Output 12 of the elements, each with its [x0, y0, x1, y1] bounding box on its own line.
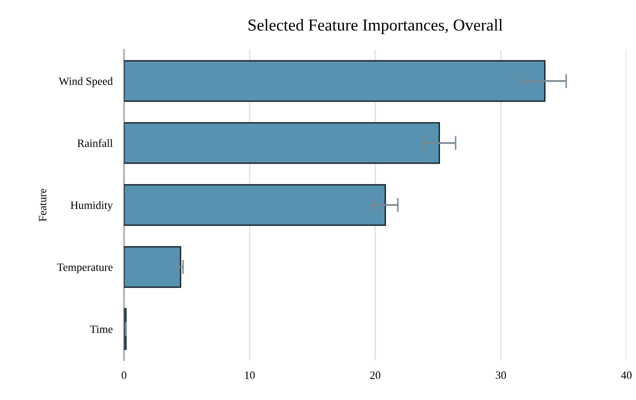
x-tick-label: 40: [621, 371, 632, 379]
x-tick-label: 30: [496, 371, 506, 379]
y-axis-title: Feature: [38, 188, 46, 222]
y-tick-label: Temperature: [57, 264, 113, 274]
y-tick-label: Time: [90, 325, 113, 333]
x-tick-label: 0: [122, 371, 126, 379]
x-tick-label: 20: [370, 371, 380, 379]
y-tick-label: Humidity: [70, 201, 113, 212]
y-tick-label: Wind Speed: [58, 77, 113, 88]
chart-title: Selected Feature Importances, Overall: [248, 18, 503, 34]
x-tick-label: 10: [245, 371, 255, 379]
y-tick-label: Rainfall: [77, 139, 113, 147]
